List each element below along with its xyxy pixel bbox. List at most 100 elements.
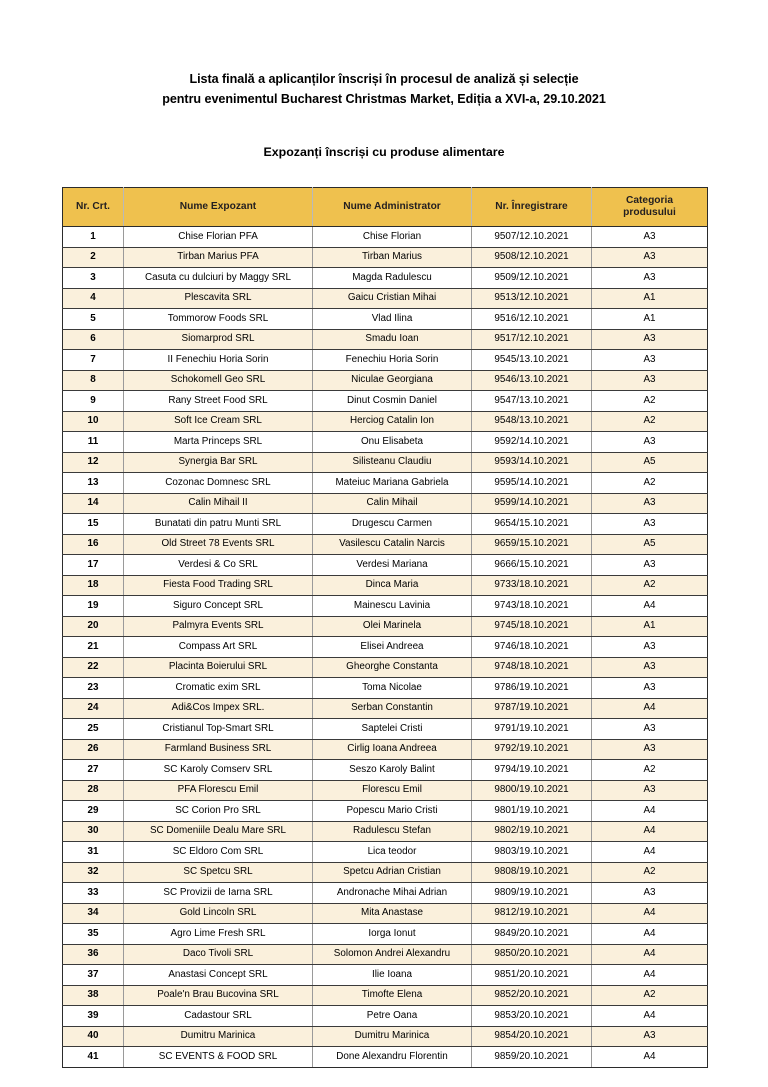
cell-nume-administrator: Mita Anastase [312, 902, 472, 924]
table-row: 28 PFA Florescu Emil Florescu Emil 9800/19.… [62, 779, 708, 801]
cell-nr-inregistrare: 9808/19.10.2021 [471, 861, 592, 883]
cell-nume-administrator: Dumitru Marinica [312, 1025, 472, 1047]
cell-categoria-produsului: A3 [591, 1025, 708, 1047]
cell-nr-inregistrare: 9507/12.10.2021 [471, 226, 592, 248]
cell-categoria-produsului: A4 [591, 595, 708, 617]
cell-nr-crt: 26 [62, 738, 124, 760]
cell-categoria-produsului: A1 [591, 308, 708, 330]
cell-nume-expozant: Verdesi & Co SRL [123, 554, 313, 576]
cell-nume-expozant: Adi&Cos Impex SRL. [123, 697, 313, 719]
table-row: 38 Poale'n Brau Bucovina SRL Timofte Elena… [62, 984, 708, 1006]
section-subtitle: Expozanți înscriși cu produse alimentare [263, 145, 505, 159]
cell-nr-crt: 11 [62, 431, 124, 453]
cell-nr-crt: 28 [62, 779, 124, 801]
cell-categoria-produsului: A4 [591, 697, 708, 719]
table-row: 26 Farmland Business SRL Cirlig Ioana Andr… [62, 738, 708, 760]
cell-categoria-produsului: A3 [591, 779, 708, 801]
cell-nume-administrator: Spetcu Adrian Cristian [312, 861, 472, 883]
table-row: 33 SC Provizii de Iarna SRL Andronache Mih… [62, 882, 708, 904]
cell-nume-administrator: Mateiuc Mariana Gabriela [312, 472, 472, 494]
cell-categoria-produsului: A5 [591, 451, 708, 473]
cell-nume-administrator: Magda Radulescu [312, 267, 472, 289]
cell-nume-expozant: Cromatic exim SRL [123, 677, 313, 699]
cell-nume-administrator: Andronache Mihai Adrian [312, 882, 472, 904]
table-head: Nr. Crt. Nume Expozant Nume Administrato… [62, 187, 708, 227]
table-row: 23 Cromatic exim SRL Toma Nicolae 9786/19.1… [62, 677, 708, 699]
cell-nr-inregistrare: 9745/18.10.2021 [471, 615, 592, 637]
cell-nume-expozant: Siomarprod SRL [123, 328, 313, 350]
cell-nr-crt: 24 [62, 697, 124, 719]
column-header-categoria-line-1: Categoria [626, 195, 673, 206]
cell-nume-administrator: Vasilescu Catalin Narcis [312, 533, 472, 555]
table-row: 3 Casuta cu dulciuri by Maggy SRL Magda Ra… [62, 267, 708, 289]
cell-nr-crt: 6 [62, 328, 124, 350]
cell-categoria-produsului: A4 [591, 1005, 708, 1027]
cell-nr-inregistrare: 9859/20.10.2021 [471, 1046, 592, 1068]
cell-nr-inregistrare: 9802/19.10.2021 [471, 820, 592, 842]
cell-nume-expozant: SC Eldoro Com SRL [123, 841, 313, 863]
cell-nr-inregistrare: 9516/12.10.2021 [471, 308, 592, 330]
cell-nr-crt: 4 [62, 287, 124, 309]
cell-nr-inregistrare: 9850/20.10.2021 [471, 943, 592, 965]
table-row: 18 Fiesta Food Trading SRL Dinca Maria 9733… [62, 574, 708, 596]
cell-nr-crt: 22 [62, 656, 124, 678]
cell-categoria-produsului: A3 [591, 369, 708, 391]
cell-nume-expozant: Calin Mihail II [123, 492, 313, 514]
page-title-line-1: Lista finală a aplicanților înscriși în … [189, 72, 579, 86]
cell-nr-crt: 21 [62, 636, 124, 658]
cell-nr-crt: 13 [62, 472, 124, 494]
cell-categoria-produsului: A3 [591, 492, 708, 514]
cell-nume-expozant: Compass Art SRL [123, 636, 313, 658]
cell-nr-crt: 30 [62, 820, 124, 842]
cell-categoria-produsului: A3 [591, 246, 708, 268]
cell-nr-crt: 12 [62, 451, 124, 473]
cell-nr-inregistrare: 9743/18.10.2021 [471, 595, 592, 617]
cell-nr-inregistrare: 9513/12.10.2021 [471, 287, 592, 309]
cell-categoria-produsului: A3 [591, 267, 708, 289]
cell-categoria-produsului: A2 [591, 574, 708, 596]
table-row: 2 Tirban Marius PFA Tirban Marius 9508/12.1… [62, 246, 708, 268]
table-row: 5 Tommorow Foods SRL Vlad Ilina 9516/12.10.… [62, 308, 708, 330]
cell-categoria-produsului: A4 [591, 923, 708, 945]
exhibitors-table-container: Nr. Crt. Nume Expozant Nume Administrato… [62, 187, 708, 1068]
cell-nume-expozant: SC Spetcu SRL [123, 861, 313, 883]
cell-nr-crt: 37 [62, 964, 124, 986]
cell-nume-expozant: Anastasi Concept SRL [123, 964, 313, 986]
table-row: 8 Schokomell Geo SRL Niculae Georgiana 9546… [62, 369, 708, 391]
cell-nr-inregistrare: 9545/13.10.2021 [471, 349, 592, 371]
cell-categoria-produsului: A3 [591, 677, 708, 699]
cell-categoria-produsului: A3 [591, 738, 708, 760]
cell-nume-expozant: Marta Princeps SRL [123, 431, 313, 453]
cell-nr-crt: 17 [62, 554, 124, 576]
cell-nr-crt: 34 [62, 902, 124, 924]
cell-nume-expozant: II Fenechiu Horia Sorin [123, 349, 313, 371]
table-row: 7 II Fenechiu Horia Sorin Fenechiu Horia S… [62, 349, 708, 371]
cell-nume-expozant: Old Street 78 Events SRL [123, 533, 313, 555]
cell-categoria-produsului: A3 [591, 431, 708, 453]
cell-nume-administrator: Popescu Mario Cristi [312, 800, 472, 822]
cell-nume-administrator: Smadu Ioan [312, 328, 472, 350]
cell-nr-crt: 35 [62, 923, 124, 945]
cell-categoria-produsului: A2 [591, 410, 708, 432]
cell-categoria-produsului: A3 [591, 636, 708, 658]
cell-nume-administrator: Silisteanu Claudiu [312, 451, 472, 473]
cell-nume-administrator: Onu Elisabeta [312, 431, 472, 453]
cell-nr-inregistrare: 9851/20.10.2021 [471, 964, 592, 986]
cell-nr-crt: 29 [62, 800, 124, 822]
table-row: 39 Cadastour SRL Petre Oana 9853/20.10.2021… [62, 1005, 708, 1027]
column-header-categoria-produsului: Categoria produsului [591, 187, 708, 227]
cell-nume-administrator: Florescu Emil [312, 779, 472, 801]
cell-nume-expozant: Gold Lincoln SRL [123, 902, 313, 924]
cell-categoria-produsului: A3 [591, 718, 708, 740]
cell-categoria-produsului: A4 [591, 800, 708, 822]
cell-nr-inregistrare: 9854/20.10.2021 [471, 1025, 592, 1047]
cell-nr-crt: 7 [62, 349, 124, 371]
cell-categoria-produsului: A2 [591, 759, 708, 781]
table-row: 9 Rany Street Food SRL Dinut Cosmin Daniel… [62, 390, 708, 412]
table-row: 40 Dumitru Marinica Dumitru Marinica 9854/2… [62, 1025, 708, 1047]
cell-nr-inregistrare: 9733/18.10.2021 [471, 574, 592, 596]
cell-nr-inregistrare: 9595/14.10.2021 [471, 472, 592, 494]
cell-nr-crt: 2 [62, 246, 124, 268]
page-title-line-2: pentru evenimentul Bucharest Christmas M… [162, 92, 606, 106]
